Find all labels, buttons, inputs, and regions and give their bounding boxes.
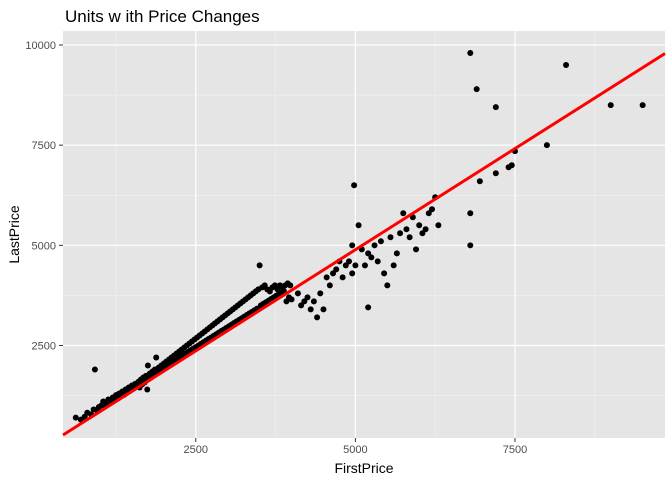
data-point — [323, 274, 330, 281]
data-point — [419, 230, 426, 237]
data-point — [425, 210, 432, 217]
data-point — [413, 246, 420, 253]
data-point — [153, 354, 160, 361]
data-point — [298, 302, 305, 309]
data-point — [368, 254, 375, 261]
data-point — [416, 222, 423, 229]
data-point — [400, 210, 407, 217]
y-tick-label: 5000 — [32, 240, 56, 252]
data-point — [349, 270, 356, 277]
data-point — [320, 306, 327, 313]
y-tick-label: 10000 — [25, 40, 56, 52]
data-point — [330, 270, 337, 277]
data-point — [351, 182, 358, 189]
data-point — [435, 222, 442, 229]
data-point — [361, 262, 368, 269]
data-point — [377, 238, 384, 245]
data-point — [342, 262, 349, 269]
data-point — [492, 104, 499, 111]
data-point — [508, 162, 515, 169]
data-point — [333, 266, 340, 273]
x-tick-label: 5000 — [343, 444, 367, 456]
data-point — [317, 290, 324, 297]
data-point — [326, 282, 333, 289]
y-axis-title: LastPrice — [6, 205, 22, 264]
data-point — [476, 178, 483, 185]
data-point — [310, 298, 317, 305]
data-point — [355, 222, 362, 229]
data-point — [294, 290, 301, 297]
data-point — [349, 242, 356, 249]
data-point — [387, 234, 394, 241]
data-point — [422, 226, 429, 233]
x-tick-label: 7500 — [503, 444, 527, 456]
data-point — [314, 314, 321, 321]
data-point — [352, 262, 359, 269]
y-axis-ticks: 2500 5000 7500 10000 — [25, 40, 63, 352]
chart-title: Units w ith Price Changes — [65, 7, 260, 26]
x-axis-ticks: 2500 5000 7500 — [184, 438, 527, 456]
data-point — [467, 242, 474, 249]
data-point — [563, 62, 570, 69]
data-point — [543, 142, 550, 149]
data-point — [144, 386, 151, 393]
data-point — [339, 274, 346, 281]
y-tick-label: 7500 — [32, 140, 56, 152]
data-point — [467, 50, 474, 57]
data-point — [371, 242, 378, 249]
data-point — [473, 86, 480, 93]
data-point — [393, 250, 400, 257]
data-point — [467, 210, 474, 217]
data-point — [607, 102, 614, 109]
data-point — [406, 234, 413, 241]
data-point — [307, 306, 314, 313]
data-point — [256, 262, 263, 269]
data-point — [304, 294, 311, 301]
data-point — [397, 230, 404, 237]
data-point — [374, 258, 381, 265]
data-point — [365, 250, 372, 257]
x-axis-title: FirstPrice — [334, 460, 393, 476]
y-tick-label: 2500 — [32, 340, 56, 352]
data-point — [384, 282, 391, 289]
data-point — [428, 206, 435, 213]
data-point — [345, 258, 352, 265]
data-point — [91, 366, 98, 373]
data-point — [381, 270, 388, 277]
data-point — [287, 282, 294, 289]
data-point — [403, 226, 410, 233]
major-gridlines — [63, 31, 665, 438]
data-point — [144, 362, 151, 369]
data-point — [390, 262, 397, 269]
fit-line — [62, 52, 666, 437]
data-point — [639, 102, 646, 109]
data-point — [72, 414, 79, 421]
data-point — [288, 296, 295, 303]
data-point — [492, 170, 499, 177]
data-point — [301, 298, 308, 305]
x-tick-label: 2500 — [184, 444, 208, 456]
data-point — [365, 304, 372, 311]
